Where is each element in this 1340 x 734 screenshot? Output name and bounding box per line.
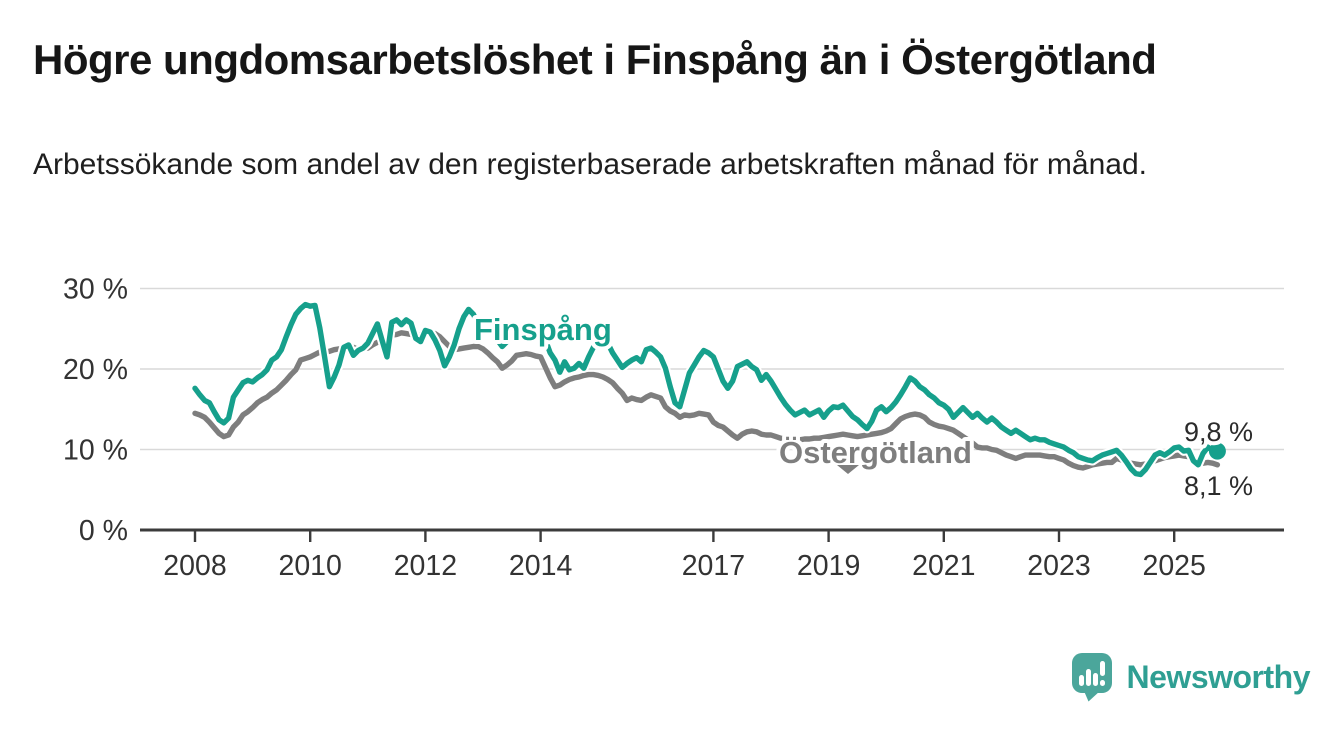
y-tick-label: 20 %: [63, 354, 128, 386]
newsworthy-wordmark: Newsworthy: [1126, 659, 1311, 695]
ostergotland-end-value-label: 8,1 %: [1184, 471, 1253, 501]
ostergotland-label-pointer: [837, 465, 859, 474]
finspang-line: [192, 301, 1221, 478]
chart-subtitle: Arbetssökande som andel av den registerb…: [33, 148, 1147, 181]
finspang-end-dot: [1208, 442, 1226, 460]
x-tick-label: 2008: [163, 550, 226, 582]
finspang-end-value-label: 9,8 %: [1184, 417, 1253, 447]
x-tick-label: 2025: [1142, 550, 1205, 582]
x-tick-label: 2019: [797, 550, 860, 582]
x-tick-label: 2010: [278, 550, 341, 582]
x-tick-label: 2017: [682, 550, 745, 582]
newsworthy-bubble-chart-icon: [1071, 653, 1112, 702]
y-tick-label: 10 %: [63, 435, 128, 467]
y-tick-label: 0 %: [79, 515, 128, 547]
x-tick-label: 2023: [1027, 550, 1090, 582]
x-tick-label: 2012: [394, 550, 457, 582]
newsworthy-logo: Newsworthy: [1071, 652, 1311, 702]
finspang-series-label: Finspång: [474, 312, 612, 347]
x-tick-label: 2014: [509, 550, 573, 582]
x-tick-label: 2021: [912, 550, 975, 582]
y-tick-label: 30 %: [63, 274, 128, 306]
page-title: Högre ungdomsarbetslöshet i Finspång än …: [33, 36, 1157, 83]
ostergotland-series-label: Östergötland: [779, 435, 972, 470]
